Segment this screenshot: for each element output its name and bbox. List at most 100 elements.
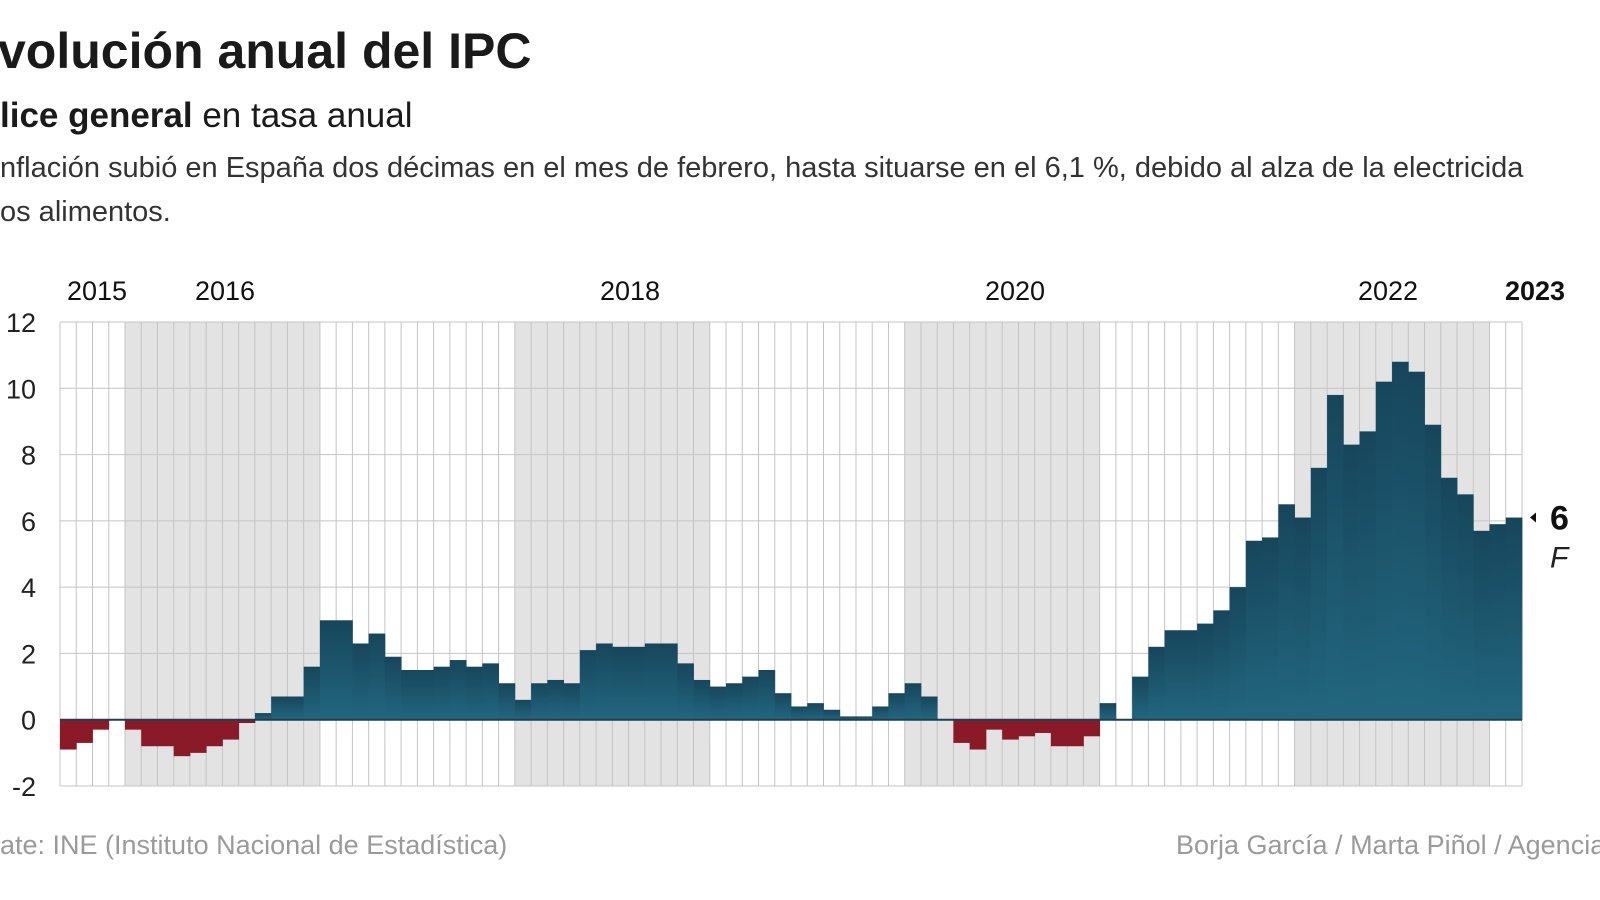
bar <box>303 666 321 720</box>
bar <box>1148 646 1166 720</box>
bar <box>1278 504 1295 720</box>
bar <box>449 660 467 720</box>
bar <box>612 646 629 720</box>
bar <box>888 693 906 720</box>
bar <box>1132 676 1149 720</box>
bar <box>1067 719 1084 747</box>
y-tick-label: 6 <box>21 507 36 537</box>
bar <box>1050 719 1068 747</box>
bar <box>1440 477 1458 720</box>
y-tick-label: 0 <box>21 706 36 736</box>
bar <box>1083 719 1101 737</box>
chart-subtitle: lice general en tasa anual <box>0 96 413 136</box>
bar <box>985 719 1003 730</box>
bar <box>547 679 564 720</box>
pointer-arrow-icon <box>1530 512 1536 523</box>
bar <box>368 633 386 720</box>
bar <box>498 683 516 720</box>
bar <box>482 663 499 720</box>
bar <box>1245 540 1263 720</box>
bar <box>60 719 77 750</box>
bar <box>677 663 694 720</box>
bar <box>1018 719 1036 737</box>
bar <box>1213 610 1230 720</box>
y-tick-label: 10 <box>6 374 36 404</box>
bar <box>336 620 353 720</box>
year-label: 2022 <box>1358 276 1418 306</box>
bar <box>693 679 711 720</box>
year-label: 2020 <box>985 276 1045 306</box>
y-tick-label: -2 <box>12 772 36 802</box>
subtitle-rest: en tasa anual <box>192 96 413 135</box>
year-label: 2016 <box>195 276 255 306</box>
bar <box>758 670 776 720</box>
bar <box>563 683 581 720</box>
bar <box>628 646 646 720</box>
description-line-2: os alimentos. <box>0 196 171 228</box>
bar <box>1164 630 1182 720</box>
bar <box>726 683 743 720</box>
chart-title: volución anual del IPC <box>0 23 532 79</box>
bar <box>531 683 548 720</box>
end-month-label: F <box>1550 542 1570 575</box>
bar <box>823 709 841 720</box>
bar <box>661 643 678 720</box>
bar <box>904 683 922 720</box>
bar <box>791 706 808 720</box>
bar <box>76 719 93 743</box>
bar <box>1180 630 1198 720</box>
bar <box>433 666 451 720</box>
credits: Borja García / Marta Piñol / Agencia <box>1176 830 1600 860</box>
bar <box>953 719 971 743</box>
bar <box>1197 623 1214 720</box>
bar <box>596 643 613 720</box>
bar <box>579 650 597 720</box>
bar <box>319 620 337 720</box>
bar <box>807 703 824 720</box>
bar <box>254 713 272 720</box>
bar <box>417 670 435 720</box>
year-label: 2018 <box>600 276 660 306</box>
bar <box>1343 444 1360 720</box>
bar <box>401 670 418 720</box>
bar <box>189 719 207 753</box>
bar <box>1002 719 1019 740</box>
bar <box>742 676 759 720</box>
bar <box>1457 494 1474 720</box>
bar <box>920 696 938 720</box>
bar <box>1505 517 1523 720</box>
bar <box>1327 394 1344 720</box>
bar <box>466 666 483 720</box>
bar <box>271 696 288 720</box>
y-tick-label: 2 <box>21 639 36 669</box>
bar <box>1034 719 1052 733</box>
bar <box>1229 587 1247 720</box>
bar <box>1408 371 1425 720</box>
bar <box>222 719 240 740</box>
subtitle-bold: lice general <box>0 96 193 135</box>
bar <box>1294 517 1312 720</box>
bar <box>157 719 175 747</box>
bar <box>206 719 223 747</box>
bar <box>1099 703 1117 720</box>
y-tick-label: 12 <box>6 308 36 338</box>
year-label: 2015 <box>67 276 127 306</box>
bar <box>839 716 857 720</box>
source-note: ate: INE (Instituto Nacional de Estadíst… <box>0 830 508 860</box>
bar <box>92 719 110 730</box>
bar <box>872 706 889 720</box>
bar <box>1359 431 1377 720</box>
bar <box>173 719 191 757</box>
bar <box>384 656 402 720</box>
bar <box>1424 424 1442 720</box>
year-label: 2023 <box>1505 276 1565 306</box>
description-line-1: nflación subió en España dos décimas en … <box>0 152 1524 184</box>
bar <box>855 716 873 720</box>
bar <box>238 719 256 724</box>
bar <box>1262 537 1279 720</box>
bar <box>1392 361 1409 720</box>
bar <box>514 699 532 720</box>
bar <box>124 719 142 730</box>
y-tick-label: 8 <box>21 441 36 471</box>
bar <box>141 719 158 747</box>
